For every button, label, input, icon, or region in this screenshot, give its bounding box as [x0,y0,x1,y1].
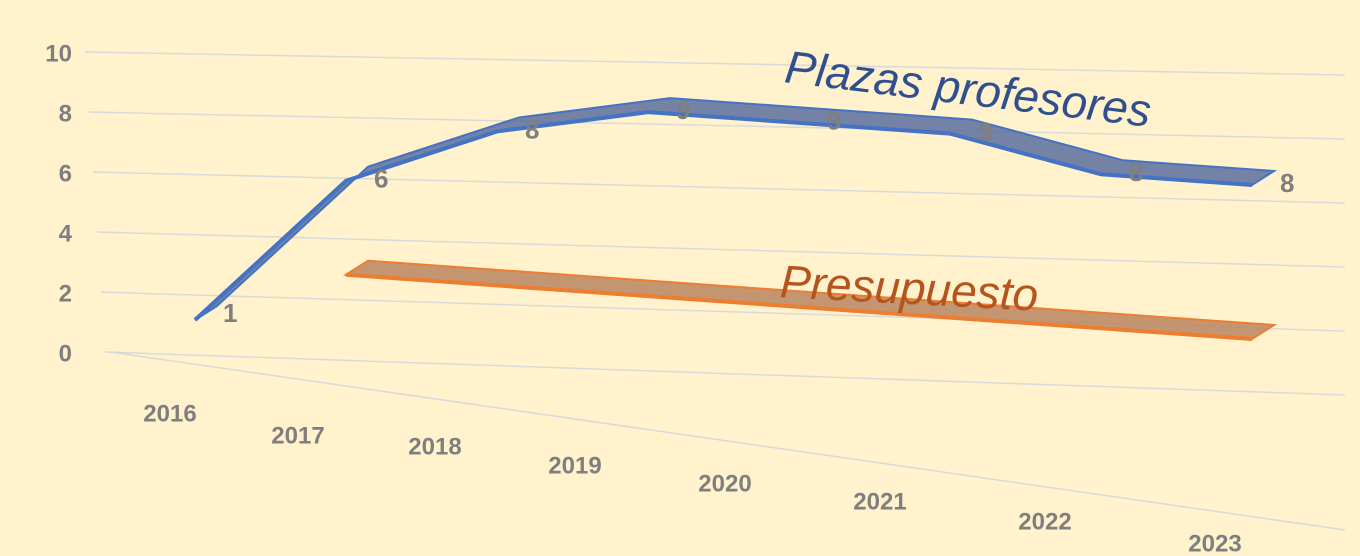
data-label: 9 [676,95,690,125]
x-tick-label: 2017 [271,422,324,449]
data-label: 1 [223,298,237,328]
data-label: 8 [1280,168,1294,198]
x-tick-label: 2016 [143,400,196,427]
x-tick-label: 2022 [1018,508,1071,535]
grid-line [84,51,1346,76]
x-tick-label: 2023 [1188,530,1241,556]
data-label: 8 [525,114,539,144]
x-tick-label: 2019 [548,452,601,479]
y-tick-label: 8 [59,100,72,127]
grid-line [88,111,1346,140]
y-tick-label: 6 [59,160,72,187]
series-line [193,110,1253,322]
x-tick-label: 2021 [853,488,906,515]
grid-line [96,231,1346,268]
y-tick-label: 4 [59,220,73,247]
x-tick-label: 2018 [408,433,461,460]
data-label: 9 [978,116,992,146]
grid-line [104,351,1346,396]
x-tick-label: 2020 [698,470,751,497]
y-tick-label: 10 [45,40,72,67]
data-label: 6 [374,164,388,194]
series-name: Presupuesto [779,255,1040,320]
y-tick-label: 0 [59,340,72,367]
data-label: 9 [827,106,841,136]
series-line [345,272,1253,341]
data-label: 8 [1129,157,1143,187]
floor-line [109,351,1346,531]
y-tick-label: 2 [59,280,72,307]
grid-line [92,171,1346,204]
